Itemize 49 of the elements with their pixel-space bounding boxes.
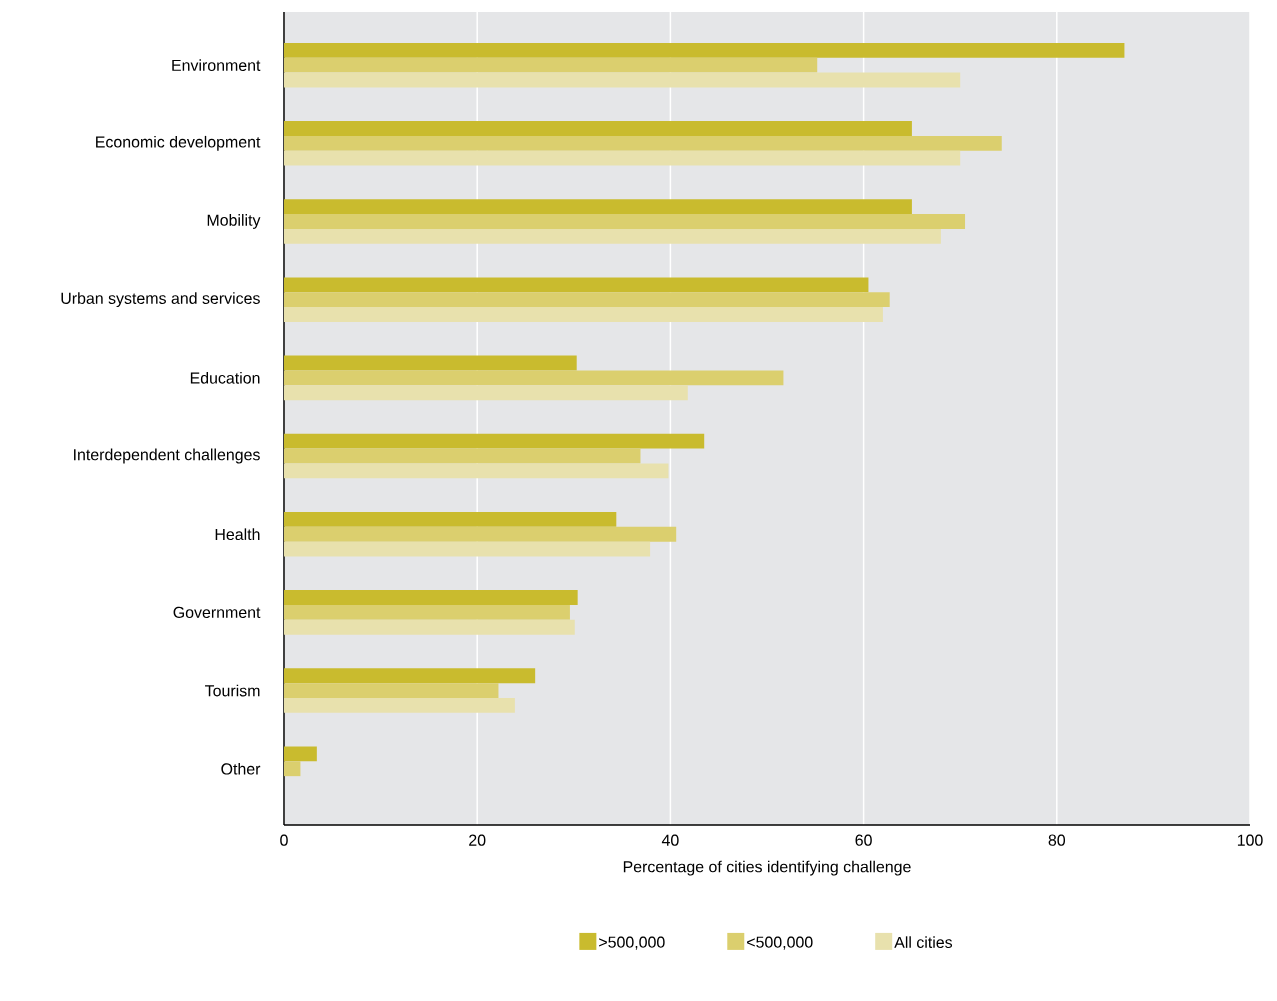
bar <box>284 590 578 605</box>
bar <box>284 746 317 762</box>
bar <box>284 697 515 713</box>
bar <box>284 199 912 215</box>
bar <box>284 433 705 449</box>
bar <box>284 42 1125 58</box>
x-tick-label: 100 <box>1237 834 1263 846</box>
y-tick-label: Other <box>221 762 261 775</box>
y-tick-label: Economic development <box>96 135 261 151</box>
bar <box>284 228 941 244</box>
bar <box>284 355 577 371</box>
legend-label: >500,000 <box>599 936 665 950</box>
bar <box>284 683 499 698</box>
x-axis-title: Percentage of cities identifying challenge <box>623 860 911 876</box>
bar <box>284 463 669 479</box>
y-tick-label: Government <box>173 606 261 619</box>
bar <box>284 761 301 777</box>
x-tick-label: 80 <box>1048 834 1066 846</box>
bar <box>284 72 961 88</box>
bar <box>284 292 890 308</box>
bar <box>284 214 966 229</box>
bar <box>284 370 784 386</box>
y-tick-label: Health <box>215 528 260 541</box>
x-tick-label: 0 <box>280 834 288 846</box>
bar <box>284 526 677 542</box>
bar <box>284 541 651 557</box>
y-tick-label: Environment <box>172 59 261 72</box>
bar <box>284 448 641 464</box>
bar <box>284 619 575 635</box>
bar <box>284 150 961 166</box>
bar <box>284 668 536 684</box>
bar <box>284 307 883 322</box>
x-tick-label: 60 <box>855 834 872 846</box>
y-tick-label: Mobility <box>207 214 261 229</box>
y-tick-label: Tourism <box>205 684 260 697</box>
y-tick-label: Urban systems and services <box>61 292 260 308</box>
bar <box>284 57 818 73</box>
bar <box>284 121 912 136</box>
x-tick-label: 20 <box>469 834 486 846</box>
bar <box>284 135 1002 151</box>
y-tick-label: Education <box>190 372 260 384</box>
y-tick-label: Interdependent challenges <box>74 448 260 464</box>
legend-label: <500,000 <box>747 936 813 950</box>
bar <box>284 385 688 401</box>
x-tick-label: 40 <box>661 834 679 846</box>
legend-label: All cities <box>894 936 953 949</box>
bar <box>284 277 869 293</box>
bar <box>284 604 570 620</box>
bar <box>284 511 617 527</box>
